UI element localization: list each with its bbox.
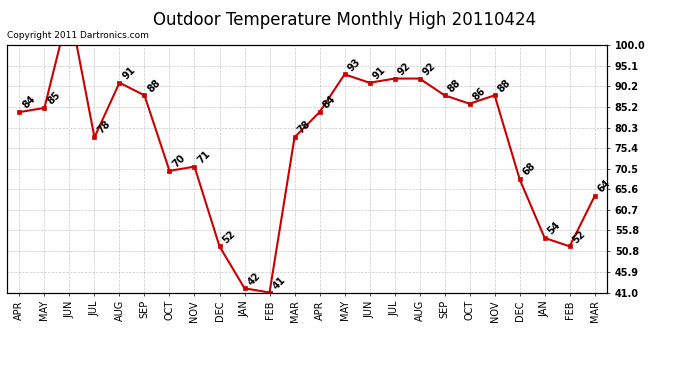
Text: 88: 88	[446, 77, 463, 94]
Text: 91: 91	[371, 65, 388, 81]
Text: 52: 52	[221, 228, 237, 245]
Text: 91: 91	[121, 65, 137, 81]
Text: 78: 78	[96, 119, 112, 136]
Text: 52: 52	[571, 228, 588, 245]
Text: 42: 42	[246, 270, 262, 287]
Text: 109: 109	[0, 374, 1, 375]
Text: 85: 85	[46, 90, 63, 106]
Text: Outdoor Temperature Monthly High 20110424: Outdoor Temperature Monthly High 2011042…	[153, 11, 537, 29]
Text: 64: 64	[596, 178, 613, 195]
Text: 54: 54	[546, 220, 562, 237]
Text: Copyright 2011 Dartronics.com: Copyright 2011 Dartronics.com	[7, 31, 149, 40]
Text: 88: 88	[496, 77, 513, 94]
Text: 92: 92	[421, 60, 437, 77]
Text: 78: 78	[296, 119, 313, 136]
Text: 71: 71	[196, 148, 213, 165]
Text: 84: 84	[321, 94, 337, 111]
Text: 70: 70	[171, 153, 188, 170]
Text: 92: 92	[396, 60, 413, 77]
Text: 84: 84	[21, 94, 37, 111]
Text: 68: 68	[521, 161, 538, 178]
Text: 93: 93	[346, 56, 362, 73]
Text: 88: 88	[146, 77, 163, 94]
Text: 86: 86	[471, 86, 488, 102]
Text: 41: 41	[271, 274, 288, 291]
